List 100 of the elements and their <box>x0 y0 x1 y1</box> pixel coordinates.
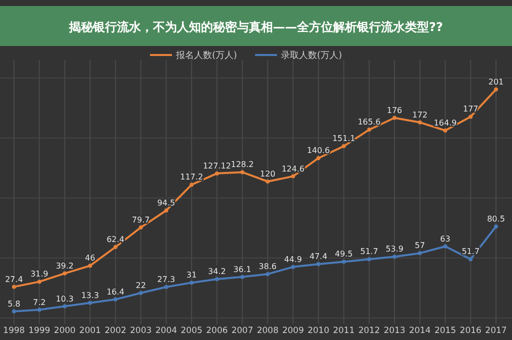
data-label: 128.2 <box>230 160 254 170</box>
point <box>62 304 67 308</box>
data-label: 46 <box>85 254 96 263</box>
data-label: 57 <box>414 241 425 250</box>
data-label: 63 <box>440 234 450 244</box>
data-label: 80.5 <box>487 214 505 224</box>
x-tick-label: 2001 <box>79 326 101 336</box>
point <box>164 208 168 213</box>
point <box>392 254 397 259</box>
data-label: 27.3 <box>157 274 176 284</box>
point <box>12 309 16 314</box>
data-label: 177 <box>462 104 478 114</box>
data-label: 34.2 <box>208 267 226 276</box>
data-label: 16.4 <box>106 287 124 296</box>
point <box>342 260 346 264</box>
data-label: 62.4 <box>106 235 124 244</box>
point <box>418 251 422 256</box>
point <box>88 300 92 305</box>
point <box>367 257 372 262</box>
data-label: 49.5 <box>334 250 353 259</box>
x-tick-label: 2007 <box>231 326 254 336</box>
data-label: 172 <box>412 110 428 120</box>
point <box>266 180 270 184</box>
data-label: 151.1 <box>332 134 356 144</box>
x-tick-label: 2012 <box>358 326 380 336</box>
x-tick-label: 2008 <box>256 326 279 336</box>
point <box>266 272 270 276</box>
data-label: 201 <box>488 77 504 86</box>
data-label: 27.4 <box>5 274 23 284</box>
data-label: 51.7 <box>360 247 378 256</box>
point <box>113 297 118 302</box>
data-label: 7.2 <box>33 298 46 307</box>
x-tick-label: 2006 <box>206 326 228 336</box>
data-label: 79.7 <box>132 215 150 224</box>
x-tick-label: 2017 <box>485 326 507 336</box>
point <box>88 264 92 268</box>
point <box>12 284 16 289</box>
x-tick-label: 2014 <box>409 326 431 336</box>
point <box>240 170 244 174</box>
data-label: 31.9 <box>30 270 48 279</box>
point <box>164 284 168 289</box>
point <box>468 257 473 262</box>
point <box>392 116 397 120</box>
point <box>418 120 422 124</box>
point <box>37 280 42 284</box>
x-tick-label: 2004 <box>155 326 178 336</box>
point <box>316 156 320 160</box>
data-label: 117.2 <box>180 172 204 182</box>
x-tick-label: 2005 <box>180 326 202 336</box>
data-label: 44.9 <box>284 254 302 264</box>
point <box>62 271 67 276</box>
data-label: 39.2 <box>56 261 74 270</box>
point <box>291 264 296 269</box>
data-label: 127.12 <box>202 161 231 170</box>
data-label: 10.3 <box>56 294 74 304</box>
data-label: 140.6 <box>306 146 330 156</box>
data-label: 164.9 <box>434 118 457 128</box>
x-tick-label: 2015 <box>434 326 456 336</box>
point <box>214 171 219 176</box>
chart-title: 揭秘银行流水，不为人知的秘密与真相——全方位解析银行流水类型?? <box>68 20 443 34</box>
point <box>316 262 320 266</box>
x-tick-label: 2003 <box>130 326 152 336</box>
point <box>443 128 448 132</box>
point <box>443 244 448 248</box>
x-tick-label: 2002 <box>104 326 126 336</box>
point <box>367 128 372 132</box>
point <box>494 224 498 228</box>
data-label: 5.8 <box>8 299 20 308</box>
data-label: 120 <box>260 170 276 179</box>
x-tick-label: 2016 <box>460 326 482 336</box>
point <box>138 290 143 295</box>
data-label: 31 <box>186 270 197 280</box>
x-tick-label: 2000 <box>54 326 76 336</box>
data-label: 124.6 <box>282 164 305 174</box>
point <box>138 225 143 230</box>
data-label: 176 <box>386 106 402 115</box>
data-label: 38.6 <box>258 262 277 272</box>
point <box>113 245 118 250</box>
x-tick-label: 2013 <box>384 326 406 336</box>
data-label: 13.3 <box>81 290 100 300</box>
point <box>342 144 346 148</box>
point <box>468 114 473 119</box>
x-tick-label: 1998 <box>3 326 25 336</box>
point <box>240 274 244 279</box>
data-label: 22 <box>136 280 146 290</box>
point <box>190 182 194 187</box>
point <box>494 87 498 92</box>
x-tick-label: 2009 <box>282 326 304 336</box>
x-tick-label: 2010 <box>308 326 330 336</box>
point <box>291 174 296 178</box>
data-label: 36.1 <box>233 264 252 274</box>
data-label: 47.4 <box>310 252 328 262</box>
legend-label: 报名人数(万人) <box>175 50 238 61</box>
data-label: 53.9 <box>386 244 404 254</box>
data-label: 165.6 <box>358 118 381 127</box>
point <box>214 277 219 282</box>
x-tick-label: 1999 <box>28 326 50 336</box>
legend-label: 录取人数(万人) <box>281 50 342 61</box>
point <box>190 280 194 285</box>
point <box>37 308 42 312</box>
